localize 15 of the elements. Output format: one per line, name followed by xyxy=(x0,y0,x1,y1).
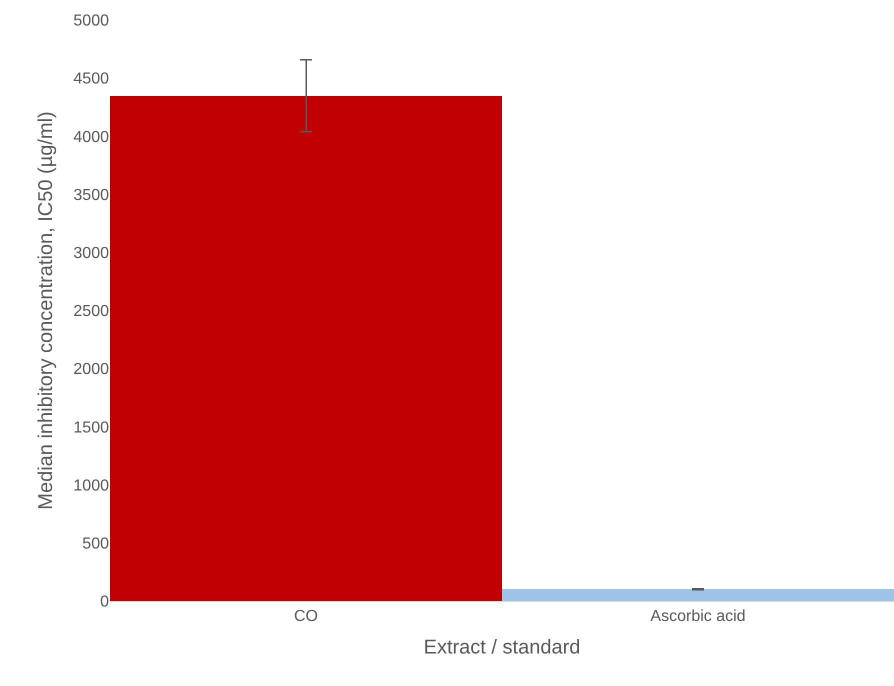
y-tick-label: 1500 xyxy=(73,419,110,436)
x-axis-title: Extract / standard xyxy=(424,636,580,659)
y-tick-label: 1000 xyxy=(73,477,110,494)
y-tick-label: 2000 xyxy=(73,361,110,378)
x-tick-label: CO xyxy=(294,608,318,626)
y-tick-label: 4500 xyxy=(73,70,110,88)
x-tick-label: Ascorbic acid xyxy=(650,608,746,626)
y-tick-label: 500 xyxy=(82,536,110,552)
y-tick-label: 5000 xyxy=(73,12,110,30)
y-tick-label: 0 xyxy=(100,594,110,611)
y-tick-label: 3500 xyxy=(73,186,110,204)
y-axis-title: Median inhibitory concentration, IC50 (µg/ml) xyxy=(34,111,57,510)
y-tick-label: 3000 xyxy=(73,245,110,262)
y-tick-label: 2500 xyxy=(73,303,110,320)
y-tick-label: 4000 xyxy=(73,128,110,146)
